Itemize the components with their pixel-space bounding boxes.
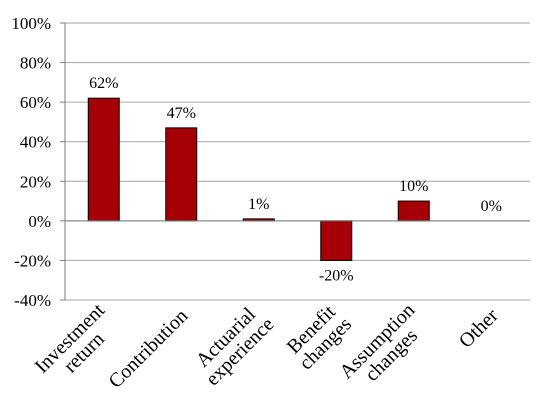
data-label: -20% <box>319 267 354 284</box>
y-tick-label: -40% <box>14 291 51 310</box>
bar <box>320 220 353 261</box>
y-tick-label: 20% <box>20 172 51 191</box>
category-label-line: Other <box>455 304 503 352</box>
bar <box>397 200 430 222</box>
y-tick-labels: -40% -20% 0% 20% 40% 60% 80% 100% <box>11 14 51 310</box>
data-label: 0% <box>481 198 502 215</box>
category-label: Actuarialexperience <box>187 299 278 390</box>
data-labels: 62% 47% 1% -20% 10% 0% <box>89 75 502 284</box>
gridlines <box>65 22 530 301</box>
y-tick-label: 80% <box>20 54 51 73</box>
category-label: Assumptionchanges <box>335 299 433 397</box>
y-tick-label: 60% <box>20 93 51 112</box>
bar <box>165 127 198 222</box>
y-tick-label: -20% <box>14 251 51 270</box>
data-label: 1% <box>248 196 269 213</box>
category-label-line: Contribution <box>105 305 193 393</box>
axes <box>60 22 530 301</box>
category-label: Other <box>455 304 503 352</box>
y-tick-label: 100% <box>11 14 51 33</box>
data-label: 10% <box>399 178 428 195</box>
bars <box>87 97 430 261</box>
category-label: Contribution <box>105 305 193 393</box>
y-tick-label: 40% <box>20 133 51 152</box>
bar <box>87 97 120 222</box>
data-label: 62% <box>89 75 118 92</box>
data-label: 47% <box>167 105 196 122</box>
y-tick-label: 0% <box>28 212 51 231</box>
